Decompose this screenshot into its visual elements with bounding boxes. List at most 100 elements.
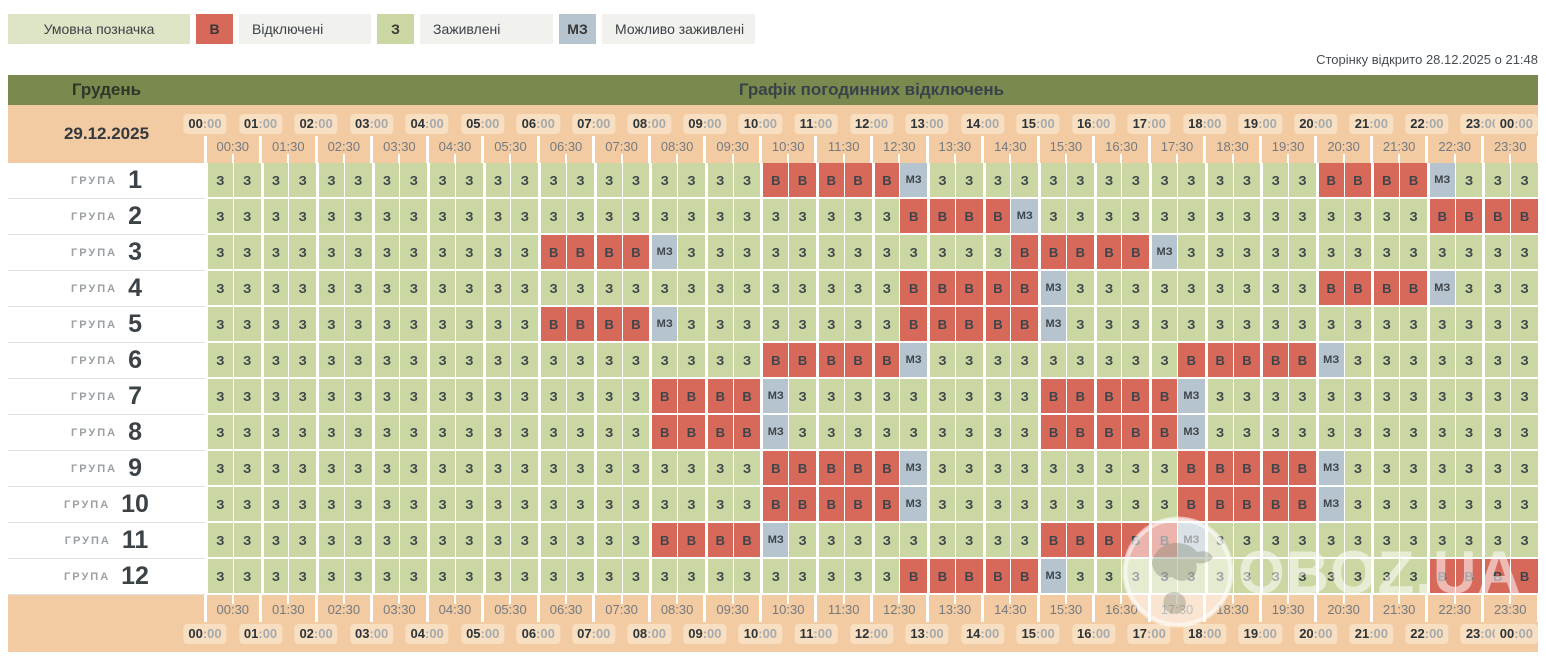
schedule-cell: З — [399, 163, 428, 199]
schedule-cell: З — [343, 199, 372, 235]
half-hour-tick — [1064, 154, 1067, 163]
schedule-cell: З — [760, 199, 789, 235]
schedule-cell: В — [927, 559, 955, 595]
schedule-cell: В — [1232, 451, 1261, 487]
schedule-cell: З — [677, 559, 705, 595]
schedule-cell: В — [815, 451, 844, 487]
hour-tick — [536, 595, 540, 622]
time-label-hour: 11:00 — [794, 114, 838, 134]
schedule-cell: З — [316, 487, 344, 523]
half-hour-tick — [620, 154, 623, 163]
group-word: ГРУПА — [70, 282, 118, 295]
schedule-cell: З — [843, 379, 872, 415]
hour-tick — [1036, 136, 1040, 163]
time-label-hour: 06:00 — [516, 114, 560, 134]
schedule-cell: З — [1426, 415, 1455, 451]
schedule-cell: З — [510, 343, 539, 379]
schedule-cell: З — [593, 163, 622, 199]
legend-item-label: Відключені — [239, 14, 371, 44]
time-label-hour: 23:00 — [1460, 624, 1505, 644]
time-label-half-hour: 01:30 — [272, 602, 305, 617]
schedule-cell: В — [1010, 235, 1039, 271]
schedule-cell: З — [1426, 523, 1455, 559]
schedule-cell: В — [1010, 559, 1039, 595]
schedule-cell: В — [1010, 307, 1039, 343]
schedule-cell: З — [427, 163, 455, 199]
schedule-cell: З — [538, 379, 567, 415]
time-label-hour: 17:00 — [1127, 624, 1171, 644]
schedule-cell: З — [1288, 559, 1316, 595]
group-word: ГРУПА — [64, 570, 111, 583]
time-label-hour: 14:00 — [960, 624, 1005, 644]
schedule-cell: З — [732, 163, 761, 199]
half-hour-tick — [1453, 595, 1456, 604]
group-number: 6 — [128, 346, 143, 374]
schedule-cell: З — [1149, 343, 1177, 379]
schedule-cell: З — [316, 379, 344, 415]
schedule-cell: З — [732, 199, 761, 235]
schedule-cell: З — [510, 163, 539, 199]
schedule-cell: З — [1371, 235, 1400, 271]
schedule-cell: З — [899, 415, 928, 451]
schedule-cell: З — [538, 523, 567, 559]
group-row: ГРУПА 1 З З З З З З З З З З З З З З З З З З З З В В В В В МЗ З З З З З З З… — [8, 163, 1538, 199]
schedule-cell: В — [1121, 523, 1150, 559]
schedule-cell: З — [371, 163, 400, 199]
schedule-cell: З — [1038, 163, 1066, 199]
hour-tick — [758, 136, 762, 163]
group-number: 2 — [128, 202, 143, 230]
group-row: ГРУПА 10 З З З З З З З З З З З З З З З З З З З З В В В В В МЗ З З З З З З… — [8, 487, 1538, 523]
schedule-cell: З — [593, 415, 622, 451]
schedule-cell: З — [1121, 451, 1150, 487]
schedule-cell: З — [954, 415, 983, 451]
schedule-cell: З — [566, 199, 594, 235]
schedule-cell: З — [288, 235, 317, 271]
schedule-cell: З — [843, 523, 872, 559]
schedule-cell: З — [1315, 199, 1344, 235]
schedule-cell: З — [1149, 199, 1177, 235]
schedule-cell: В — [1204, 451, 1233, 487]
schedule-cell: З — [316, 343, 344, 379]
schedule-cell: З — [1399, 523, 1427, 559]
schedule-cell: З — [815, 523, 844, 559]
schedule-cell: З — [593, 451, 622, 487]
time-label-half-hour: 08:30 — [660, 602, 694, 617]
time-label-hour: 05:00 — [461, 114, 505, 134]
time-label-hour: 01:00 — [238, 624, 283, 644]
time-label-hour: 07:00 — [572, 624, 616, 644]
schedule-cell: З — [1371, 199, 1400, 235]
schedule-cell: З — [482, 343, 511, 379]
schedule-cell: МЗ — [1010, 199, 1039, 235]
schedule-cell: В — [1426, 559, 1455, 595]
schedule-cell: МЗ — [1038, 307, 1066, 343]
schedule-cell: МЗ — [1038, 271, 1066, 307]
time-label-half-hour: 01:30 — [272, 139, 305, 154]
schedule-cell: В — [1065, 523, 1094, 559]
hour-tick — [1092, 595, 1096, 622]
schedule-cell: З — [815, 307, 844, 343]
hour-tick — [1536, 595, 1540, 622]
hour-tick — [314, 595, 318, 622]
schedule-cell: З — [871, 271, 900, 307]
schedule-cell: З — [343, 559, 372, 595]
legend-items: В Відключені З Заживлені МЗ Можливо заживлені — [196, 14, 755, 44]
schedule-cell: З — [371, 235, 400, 271]
schedule-cell: МЗ — [899, 163, 928, 199]
schedule-cell: З — [343, 451, 372, 487]
hour-tick — [203, 136, 207, 163]
group-cells: З З З З З З З З З З З З З З З З В В В В МЗ З З З З З З З З З В В В В В МЗ З З… — [205, 523, 1538, 559]
time-label-hour: 15:00 — [1016, 624, 1060, 644]
time-label-hour: 03:00 — [349, 114, 394, 134]
schedule-cell: З — [316, 307, 344, 343]
half-hour-tick — [1398, 595, 1401, 604]
group-label: ГРУПА 5 — [8, 307, 205, 343]
schedule-cell: З — [760, 235, 789, 271]
schedule-cell: В — [815, 343, 844, 379]
schedule-cell: З — [232, 451, 261, 487]
schedule-cell: В — [1288, 343, 1316, 379]
group-cells: З З З З З З З З З З З З З З З З З З З З З З З З З В В В В В МЗ З З З З З З З З… — [205, 271, 1538, 307]
time-label-half-hour: 11:30 — [827, 602, 860, 617]
hour-tick — [925, 136, 929, 163]
schedule-cell: В — [1065, 415, 1094, 451]
schedule-cell: З — [454, 523, 483, 559]
